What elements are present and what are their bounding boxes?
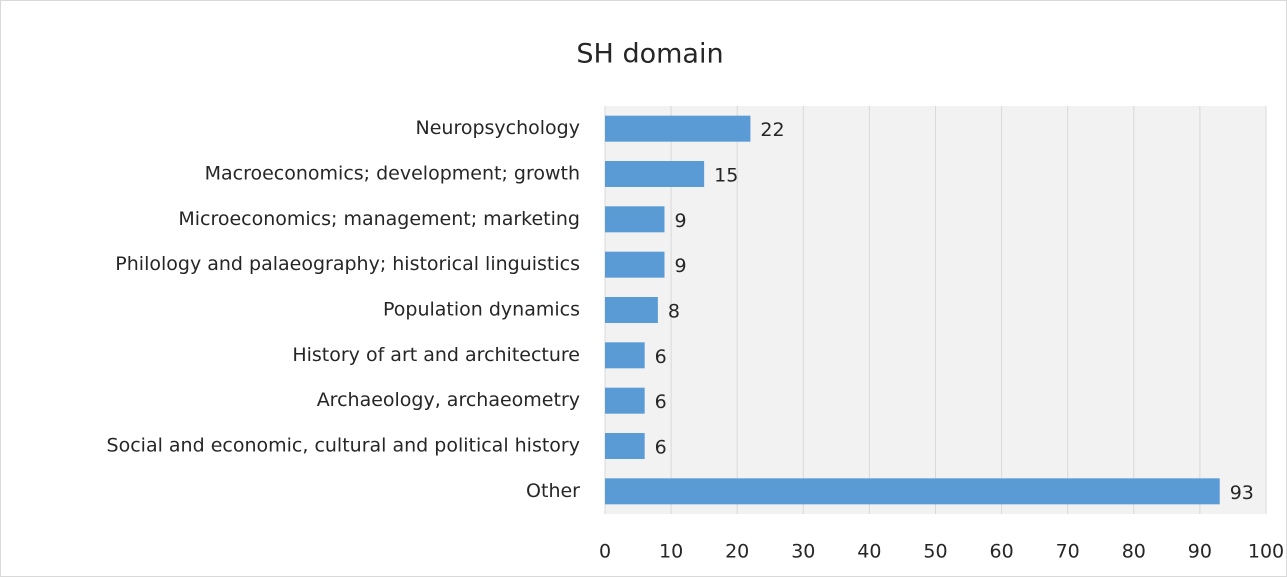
x-tick-label: 10 [659,541,683,563]
x-tick-label: 0 [599,541,611,563]
bar [605,206,665,233]
y-tick-label: Other [526,480,580,502]
bar [605,387,645,414]
x-tick-label: 30 [791,541,815,563]
y-tick-label: Population dynamics [383,299,580,321]
x-tick-label: 90 [1188,541,1212,563]
data-label: 6 [655,391,667,413]
x-tick-label: 70 [1056,541,1080,563]
x-tick-label: 40 [857,541,881,563]
data-label: 6 [655,437,667,459]
data-label: 15 [714,165,738,187]
y-tick-label: History of art and architecture [292,344,580,366]
x-tick-label: 60 [990,541,1014,563]
bar [605,297,658,323]
chart-title: SH domain [576,39,723,70]
y-tick-label: Archaeology, archaeometry [317,389,580,411]
data-label: 93 [1230,482,1254,504]
bar [605,115,751,142]
x-tick-label: 80 [1122,541,1146,563]
y-tick-label: Social and economic, cultural and politi… [107,435,580,457]
data-label: 8 [668,301,680,323]
y-tick-label: Microeconomics; management; marketing [178,208,580,230]
data-label: 9 [674,210,686,232]
x-tick-label: 50 [923,541,947,563]
data-label: 6 [655,346,667,368]
data-label: 22 [760,119,784,141]
bar [605,251,665,278]
bar [605,161,705,187]
bar [605,478,1220,505]
x-tick-label: 100 [1248,541,1284,563]
y-tick-label: Philology and palaeography; historical l… [115,253,580,275]
bar [605,433,645,459]
x-tick-label: 20 [725,541,749,563]
y-tick-label: Neuropsychology [416,117,581,139]
data-label: 9 [674,255,686,277]
y-tick-label: Macroeconomics; development; growth [205,163,580,185]
bar [605,342,645,369]
